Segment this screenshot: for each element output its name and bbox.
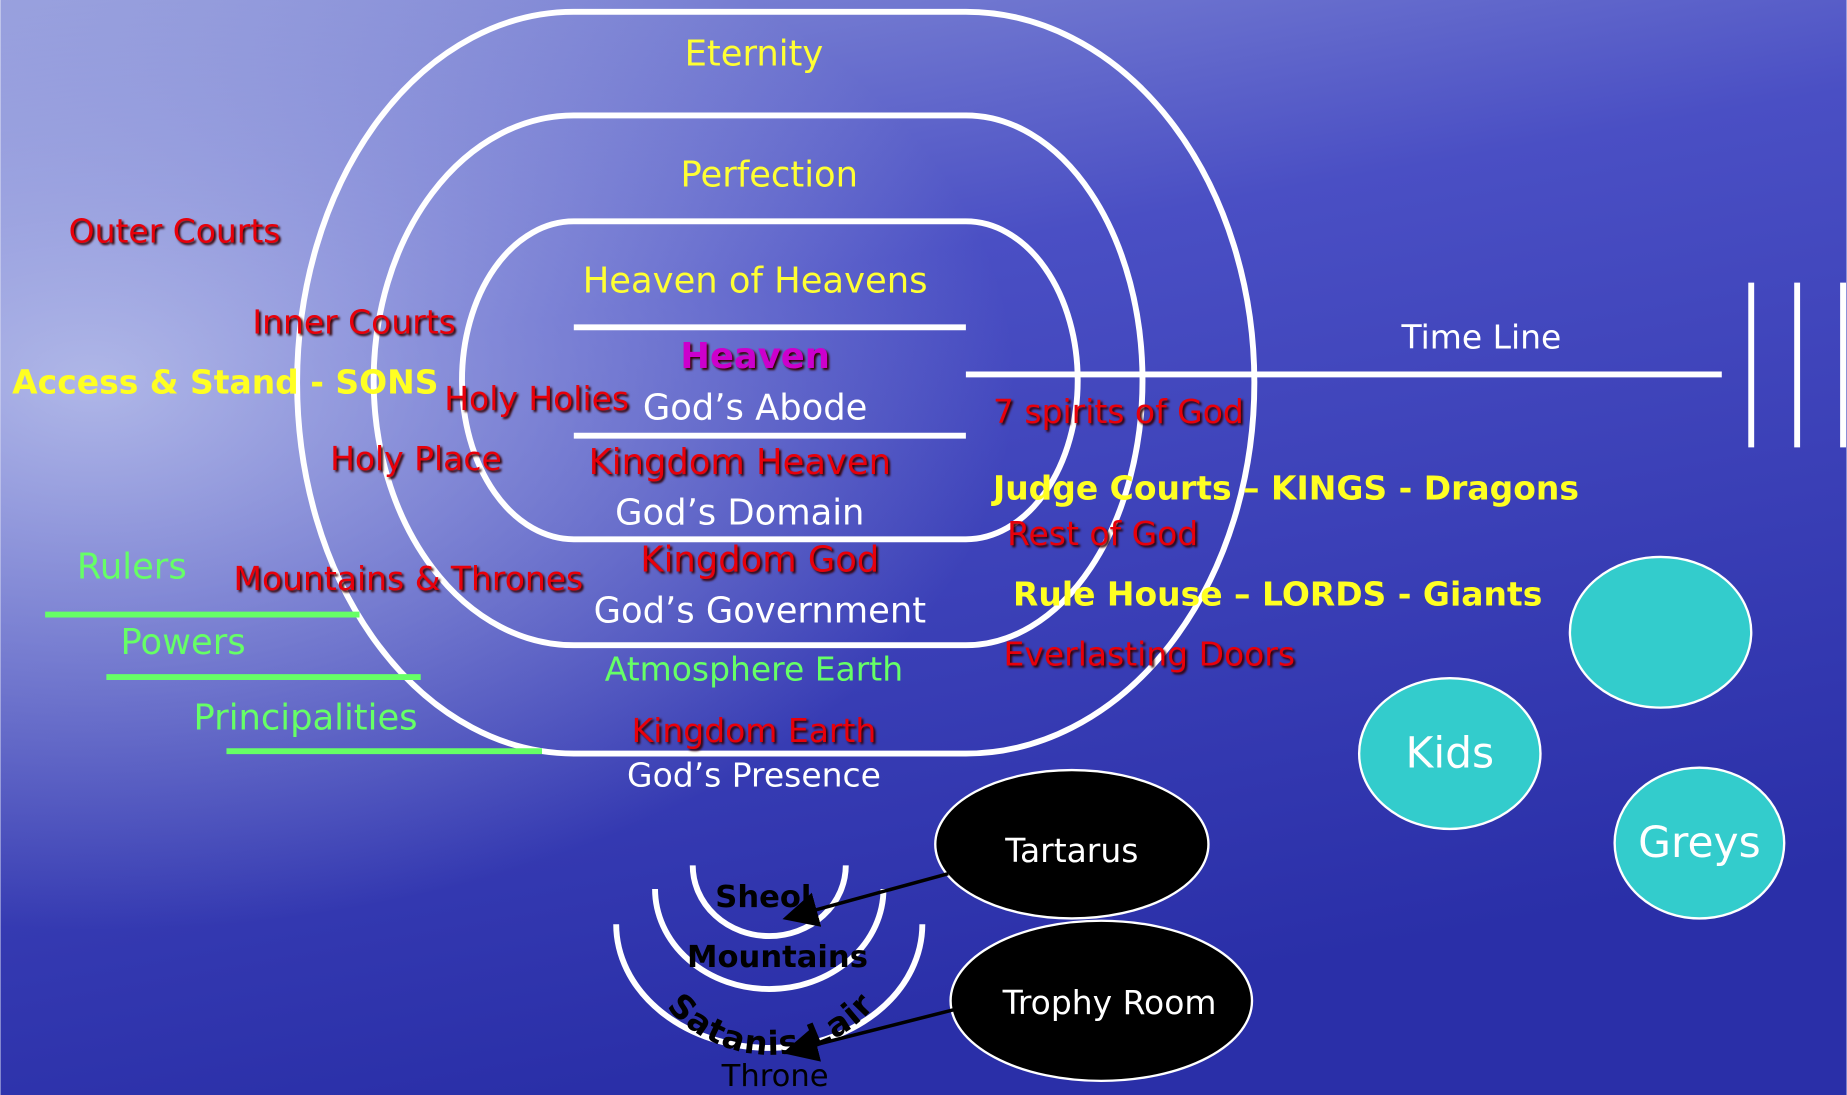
label: Rest of God bbox=[1007, 514, 1198, 553]
label: Everlasting Doors bbox=[1004, 634, 1295, 673]
label: Access & Stand - SONS bbox=[12, 362, 438, 401]
label: Heaven bbox=[680, 336, 829, 377]
label: Greys bbox=[1638, 818, 1761, 867]
label: Outer Courts bbox=[69, 212, 281, 251]
label: Principalities bbox=[194, 697, 418, 738]
label: Kingdom Earth bbox=[632, 711, 877, 750]
label: Kingdom God bbox=[640, 540, 879, 581]
label: Rulers bbox=[77, 547, 187, 588]
label: Perfection bbox=[681, 155, 859, 196]
slide: Eternity Perfection Heaven of Heavens He… bbox=[0, 0, 1847, 1095]
label: Rule House – LORDS - Giants bbox=[1013, 574, 1542, 613]
label: God’s Abode bbox=[643, 388, 868, 429]
label: Powers bbox=[121, 622, 246, 663]
label: Kingdom Heaven bbox=[589, 442, 891, 483]
label: God’s Presence bbox=[627, 756, 881, 795]
label: Holy Place bbox=[330, 439, 502, 478]
label: Atmosphere Earth bbox=[605, 650, 903, 689]
label: Tartarus bbox=[1004, 831, 1138, 870]
label: Heaven of Heavens bbox=[583, 261, 928, 302]
label: Judge Courts – KINGS - Dragons bbox=[991, 468, 1579, 507]
label: Time Line bbox=[1401, 318, 1562, 357]
label: Sheol bbox=[715, 880, 811, 915]
label: Kids bbox=[1406, 728, 1495, 777]
label: God’s Domain bbox=[615, 493, 864, 534]
circle bbox=[1570, 557, 1751, 708]
label: Trophy Room bbox=[1002, 983, 1217, 1022]
label: Mountains & Thrones bbox=[234, 559, 584, 598]
label: Holy Holies bbox=[444, 379, 629, 418]
label: Inner Courts bbox=[252, 302, 455, 341]
label: 7 spirits of God bbox=[993, 392, 1244, 431]
label: Throne bbox=[721, 1059, 829, 1094]
label: Mountains bbox=[687, 940, 868, 975]
label: God’s Government bbox=[594, 590, 926, 631]
label: Eternity bbox=[685, 33, 824, 74]
